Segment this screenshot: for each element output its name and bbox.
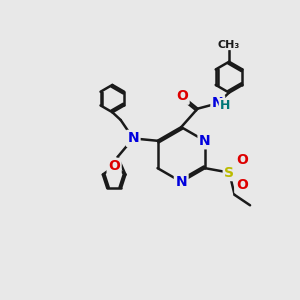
Text: O: O — [236, 153, 248, 167]
Text: O: O — [176, 89, 188, 103]
Text: S: S — [224, 166, 234, 180]
Text: N: N — [199, 134, 211, 148]
Text: CH₃: CH₃ — [218, 40, 240, 50]
Text: N: N — [212, 96, 224, 110]
Text: O: O — [108, 159, 120, 173]
Text: O: O — [236, 178, 248, 192]
Text: N: N — [127, 131, 139, 146]
Text: H: H — [220, 99, 230, 112]
Text: N: N — [176, 175, 187, 189]
